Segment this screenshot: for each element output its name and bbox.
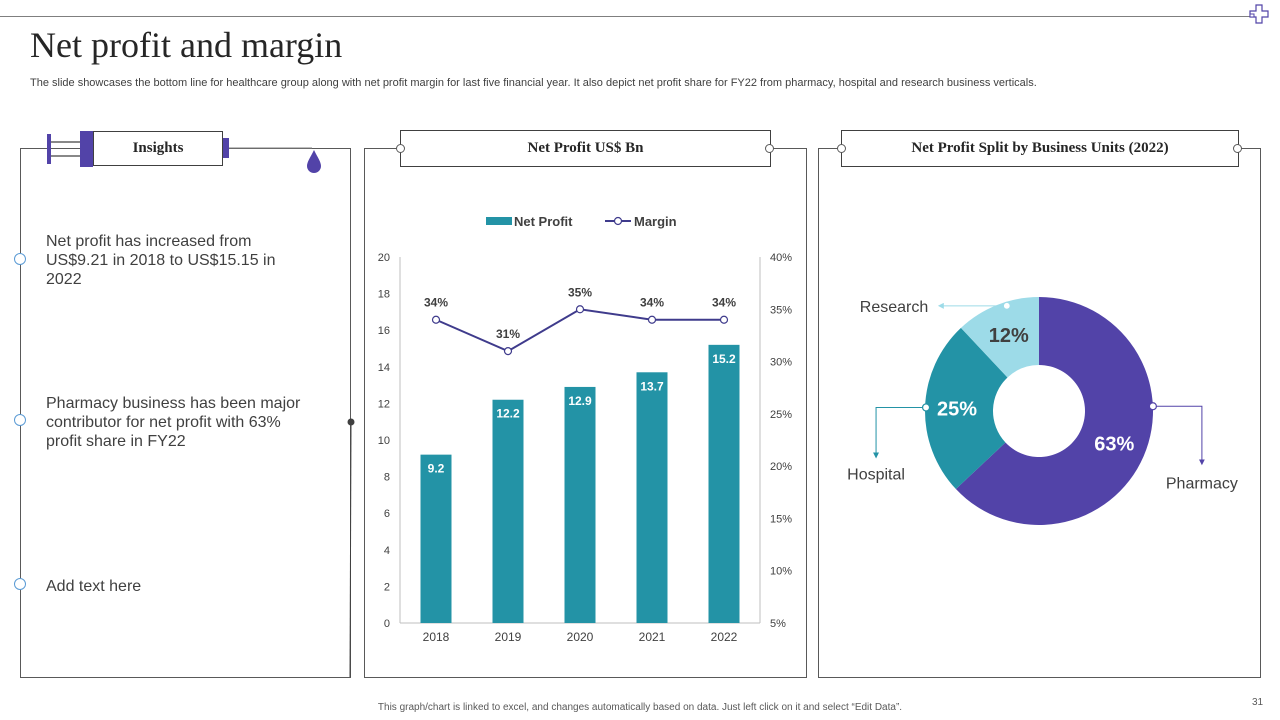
x-tick-2018: 2018 [423,630,450,644]
chart-legend: Net Profit Margin [486,214,677,229]
bar-2018[interactable] [420,454,452,623]
y2-tick-label: 40% [770,252,792,264]
y2-tick-label: 20% [770,461,792,473]
legend-label-margin: Margin [634,214,677,229]
slice-label-pharmacy: 63% [1094,434,1134,456]
hospital-leader-dot [921,403,931,412]
y2-tick-label: 25% [770,409,792,421]
slice-research[interactable] [960,297,1039,378]
y-tick-label: 8 [384,472,390,484]
margin-label-2019: 31% [496,327,520,341]
y2-tick-label: 30% [770,357,792,369]
insight-marker-2 [14,414,26,426]
margin-point-2018[interactable] [431,315,441,324]
y-tick-label: 20 [378,252,390,264]
legend-hospital: Hospital [847,466,905,483]
insight-item-3: Add text here [46,578,142,595]
y2-tick-label: 15% [770,513,792,525]
margin-series: 34% 31% 35% 34% 34% [424,285,736,356]
slice-pharmacy[interactable] [955,297,1153,525]
bar-2021[interactable] [636,372,668,623]
bar-series: 9.2 12.2 12.9 13.7 15.2 [420,344,740,623]
net-profit-header: Net Profit US$ Bn [400,130,771,167]
split-header: Net Profit Split by Business Units (2022… [841,130,1239,167]
slice-hospital[interactable] [925,327,1008,490]
margin-point-2021[interactable] [647,315,657,324]
bar-label-2019: 12.2 [496,407,520,421]
research-leader-dot [1002,301,1011,310]
x-tick-2022: 2022 [711,630,738,644]
y2-tick-label: 5% [770,618,786,630]
insights-panel [20,148,351,678]
donut-value-labels: 63% 25% 12% [937,325,1134,456]
legend-swatch-net-profit [486,217,512,225]
hospital-leader [873,406,924,459]
split-header-knob-right [1233,144,1242,153]
margin-label-2018: 34% [424,296,448,310]
header-knob-left [396,144,405,153]
insight-marker-1 [14,253,26,265]
split-header-knob-left [837,144,846,153]
insight-item-2: Pharmacy business has been major contrib… [46,395,301,450]
legend-label-net-profit: Net Profit [514,214,573,229]
net-profit-chart[interactable]: Net Profit Margin 0 2 4 6 8 10 12 14 16 18 20 5% 10… [365,200,805,660]
donut-slices [925,297,1153,525]
slice-label-hospital: 25% [937,398,977,420]
legend-research: Research [860,299,928,316]
bar-2022[interactable] [708,344,740,623]
bar-label-2020: 12.9 [568,394,592,408]
y-tick-label: 4 [384,545,390,557]
margin-label-2021: 34% [640,296,664,310]
y-tick-label: 6 [384,508,390,520]
y-tick-label: 12 [378,398,390,410]
y-tick-label: 14 [378,362,390,374]
y-ticks-left: 0 2 4 6 8 10 12 14 16 18 20 [378,252,390,630]
split-panel [818,148,1261,678]
page-title: Net profit and margin [30,25,343,65]
margin-line [435,308,724,353]
x-tick-2019: 2019 [495,630,522,644]
y-tick-label: 0 [384,618,390,630]
y2-tick-label: 10% [770,566,792,578]
slice-label-research: 12% [989,325,1029,347]
margin-point-2019[interactable] [503,347,513,356]
header-knob-right [765,144,774,153]
margin-point-2022[interactable] [719,315,729,324]
margin-label-2020: 35% [568,285,592,299]
y-ticks-right: 5% 10% 15% 20% 25% 30% 35% 40% [770,252,792,630]
legend-marker-margin [613,216,623,226]
footer-note: This graph/chart is linked to excel, and… [377,702,903,713]
pharmacy-leader [1155,405,1205,466]
y-tick-label: 16 [378,325,390,337]
timeline-connector [347,418,355,678]
margin-label-2022: 34% [712,296,736,310]
y-tick-label: 10 [378,435,390,447]
margin-point-2020[interactable] [575,305,585,314]
insights-header: Insights [93,131,223,166]
business-split-donut[interactable]: 63% 25% 12% Pharmacy Hospital Research [819,200,1259,660]
donut-leaders: Pharmacy Hospital Research [847,299,1238,492]
y-tick-label: 18 [378,289,390,301]
bar-label-2021: 13.7 [640,379,664,393]
bar-2019[interactable] [492,399,524,623]
syringe-icon [47,131,321,173]
y2-tick-label: 35% [770,304,792,316]
insight-marker-3 [14,578,26,590]
legend-pharmacy: Pharmacy [1166,475,1238,492]
x-tick-2021: 2021 [639,630,666,644]
insight-item-1: Net profit has increased from US$9.21 in… [46,233,276,288]
bar-label-2018: 9.2 [428,462,445,476]
page-number: 31 [1252,697,1264,708]
bar-label-2022: 15.2 [712,352,736,366]
page-subtitle: The slide showcases the bottom line for … [30,77,1037,89]
bar-2020[interactable] [564,386,596,623]
pharmacy-leader-dot [1148,402,1158,411]
x-ticks: 2018 2019 2020 2021 2022 [423,630,738,644]
x-tick-2020: 2020 [567,630,594,644]
y-tick-label: 2 [384,581,390,593]
top-divider [0,16,1252,17]
medical-cross-icon [1249,4,1269,24]
